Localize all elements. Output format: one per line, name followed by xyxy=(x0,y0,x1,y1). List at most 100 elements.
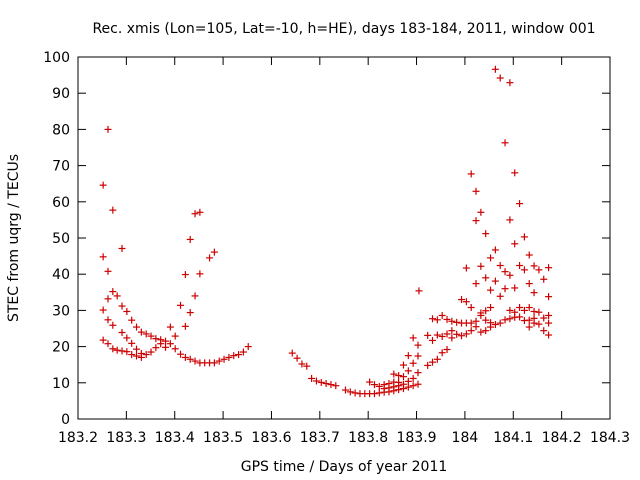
x-axis-label: GPS time / Days of year 2011 xyxy=(241,459,448,475)
data-point xyxy=(239,348,247,356)
data-point xyxy=(152,335,160,343)
data-point xyxy=(409,374,417,382)
data-point xyxy=(496,262,504,270)
data-point xyxy=(453,318,461,326)
data-point xyxy=(317,378,325,386)
data-point xyxy=(99,253,107,261)
data-point xyxy=(186,235,194,243)
x-tick-label: 183.3 xyxy=(106,430,146,446)
data-point xyxy=(244,343,252,351)
x-tick-label: 184.2 xyxy=(542,430,582,446)
data-point xyxy=(186,309,194,317)
data-point xyxy=(545,331,553,339)
data-point xyxy=(516,313,524,321)
data-point xyxy=(472,217,480,225)
data-point xyxy=(99,181,107,189)
data-point xyxy=(525,316,533,324)
data-point xyxy=(472,280,480,288)
data-point xyxy=(506,271,514,279)
data-point xyxy=(458,332,466,340)
data-point xyxy=(477,208,485,216)
y-tick-label: 30 xyxy=(52,303,70,319)
x-tick-label: 183.6 xyxy=(251,430,291,446)
data-point xyxy=(433,355,441,363)
data-point xyxy=(516,262,524,270)
data-point xyxy=(225,353,233,361)
y-tick-label: 100 xyxy=(43,50,70,66)
x-tick-label: 183.4 xyxy=(155,430,195,446)
data-point xyxy=(467,327,475,335)
data-point xyxy=(433,316,441,324)
data-point xyxy=(293,354,301,362)
data-point xyxy=(191,210,199,218)
data-point xyxy=(482,307,490,315)
data-point xyxy=(414,380,422,388)
data-point xyxy=(487,286,495,294)
data-point xyxy=(496,292,504,300)
data-point xyxy=(477,309,485,317)
data-point xyxy=(458,296,466,304)
data-point xyxy=(128,316,136,324)
data-point xyxy=(525,323,533,331)
data-point xyxy=(467,319,475,327)
data-point xyxy=(535,320,543,328)
data-point xyxy=(375,382,383,390)
data-point xyxy=(399,373,407,381)
data-point xyxy=(157,340,165,348)
data-point xyxy=(133,323,141,331)
data-point xyxy=(443,315,451,323)
data-point xyxy=(520,233,528,241)
data-point xyxy=(181,322,189,330)
data-point xyxy=(196,270,204,278)
data-point xyxy=(196,208,204,216)
data-point xyxy=(99,306,107,314)
data-point xyxy=(506,306,514,314)
data-point xyxy=(162,337,170,345)
data-point xyxy=(511,169,519,177)
data-point xyxy=(506,216,514,224)
y-tick-label: 50 xyxy=(52,231,70,247)
data-point xyxy=(385,384,393,392)
data-point xyxy=(535,266,543,274)
data-point xyxy=(487,323,495,331)
data-point xyxy=(142,351,150,359)
y-tick-label: 0 xyxy=(61,412,70,428)
data-point xyxy=(142,330,150,338)
data-point xyxy=(332,382,340,390)
data-point xyxy=(162,343,170,351)
plot-frame xyxy=(77,56,611,420)
data-point xyxy=(540,275,548,283)
data-point xyxy=(109,321,117,329)
data-point xyxy=(462,264,470,272)
data-point xyxy=(380,385,388,393)
data-point xyxy=(409,334,417,342)
data-point xyxy=(399,361,407,369)
data-point xyxy=(414,352,422,360)
data-point xyxy=(424,361,432,369)
data-point xyxy=(477,262,485,270)
data-point xyxy=(487,304,495,312)
data-point xyxy=(501,139,509,147)
data-point xyxy=(215,357,223,365)
data-point xyxy=(166,340,174,348)
data-point xyxy=(520,266,528,274)
data-point xyxy=(491,65,499,73)
data-point xyxy=(395,372,403,380)
data-point xyxy=(395,382,403,390)
data-point xyxy=(491,321,499,329)
x-tick-label: 183.8 xyxy=(348,430,388,446)
data-point xyxy=(443,345,451,353)
data-point xyxy=(308,374,316,382)
data-point xyxy=(545,293,553,301)
data-point xyxy=(166,323,174,331)
data-point xyxy=(230,352,238,360)
data-point xyxy=(467,170,475,178)
data-point xyxy=(491,246,499,254)
data-point xyxy=(375,389,383,397)
data-point xyxy=(545,311,553,319)
data-point xyxy=(322,380,330,388)
data-point xyxy=(298,360,306,368)
data-point xyxy=(235,351,243,359)
data-point xyxy=(520,306,528,314)
